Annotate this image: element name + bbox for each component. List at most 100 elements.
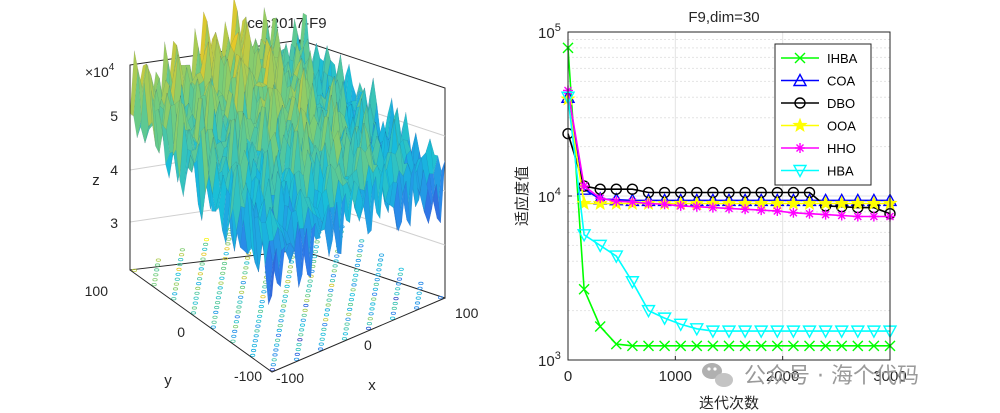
legend-label: HBA bbox=[827, 164, 854, 179]
data-point bbox=[610, 338, 622, 350]
y-tick-label: 0 bbox=[177, 324, 185, 340]
data-point bbox=[754, 325, 769, 339]
data-point bbox=[659, 199, 670, 210]
legend-item: COA bbox=[781, 73, 856, 89]
contour-line bbox=[235, 310, 241, 314]
x-tick-label: 3000 bbox=[873, 368, 906, 385]
y-tick-label: 100 bbox=[85, 283, 109, 299]
contour-line bbox=[153, 273, 159, 277]
contour-line bbox=[203, 242, 209, 246]
legend-marker bbox=[795, 143, 805, 153]
contour-line bbox=[202, 247, 208, 251]
data-point bbox=[627, 196, 638, 207]
data-point bbox=[802, 325, 817, 339]
contour-line bbox=[262, 285, 268, 289]
data-point bbox=[770, 325, 785, 339]
contour-line bbox=[323, 318, 329, 322]
contour-line bbox=[172, 287, 179, 291]
data-point bbox=[721, 325, 737, 339]
contour-line bbox=[332, 264, 338, 268]
contour-line bbox=[233, 320, 239, 324]
data-point bbox=[818, 325, 833, 339]
contour-floor bbox=[131, 196, 444, 372]
contour-line bbox=[342, 332, 348, 336]
contour-line bbox=[245, 256, 251, 260]
contour-line bbox=[279, 314, 285, 318]
data-point bbox=[611, 196, 622, 207]
contour-line bbox=[392, 301, 398, 306]
series-layer bbox=[560, 42, 898, 352]
contour-line bbox=[286, 275, 292, 279]
contour-line bbox=[179, 253, 185, 257]
surface-facet bbox=[315, 217, 325, 241]
legend-marker bbox=[792, 164, 808, 178]
contour-line bbox=[239, 285, 246, 289]
data-point bbox=[723, 340, 735, 352]
data-point bbox=[724, 203, 734, 214]
contour-line bbox=[395, 282, 402, 286]
contour-line bbox=[258, 304, 264, 309]
contour-line bbox=[243, 266, 249, 270]
contour-line bbox=[272, 353, 278, 357]
contour-line bbox=[257, 309, 264, 313]
surface-facet bbox=[183, 149, 192, 197]
contour-line bbox=[359, 239, 365, 243]
contour-line bbox=[261, 290, 267, 294]
surface-axes bbox=[129, 65, 446, 373]
data-point bbox=[578, 283, 590, 295]
x-tick-label: 100 bbox=[455, 305, 479, 321]
contour-line bbox=[288, 260, 294, 264]
contour-line bbox=[282, 294, 288, 298]
contour-line bbox=[374, 277, 380, 282]
data-point bbox=[593, 239, 608, 253]
contour-line bbox=[322, 322, 328, 327]
contour-line bbox=[200, 257, 206, 261]
contour-line bbox=[371, 292, 378, 296]
contour-line bbox=[351, 283, 357, 287]
surface-facet bbox=[144, 64, 153, 127]
contour-line bbox=[377, 263, 383, 267]
contour-line bbox=[394, 292, 400, 296]
data-point bbox=[820, 340, 832, 352]
contour-line bbox=[197, 277, 203, 281]
contour-line bbox=[190, 311, 197, 315]
surface-facet bbox=[229, 164, 238, 223]
contour-line bbox=[280, 309, 286, 313]
contour-line bbox=[252, 339, 258, 343]
contour-line bbox=[285, 279, 291, 284]
wechat-icon bbox=[702, 363, 733, 387]
contour-line bbox=[301, 313, 307, 317]
contour-line bbox=[325, 303, 331, 307]
z-multiplier: ×104 bbox=[85, 62, 115, 80]
surface-facet bbox=[151, 90, 160, 154]
data-point bbox=[868, 340, 880, 352]
contour-line bbox=[198, 267, 204, 271]
contour-line bbox=[416, 291, 422, 295]
legend-marker bbox=[792, 73, 808, 87]
data-point bbox=[576, 229, 592, 243]
x-axis-label: 迭代次数 bbox=[699, 394, 759, 412]
contour-line bbox=[237, 300, 243, 304]
data-point bbox=[675, 200, 686, 211]
contour-line bbox=[178, 257, 184, 262]
contour-line bbox=[311, 255, 318, 259]
data-point bbox=[866, 195, 882, 210]
contour-line bbox=[323, 313, 330, 317]
surface-facet bbox=[343, 177, 352, 193]
contour-line bbox=[437, 295, 444, 300]
contour-line bbox=[151, 282, 157, 287]
contour-line bbox=[398, 267, 404, 271]
data-point bbox=[675, 340, 687, 352]
data-point bbox=[852, 211, 863, 222]
surface-facet bbox=[211, 192, 220, 212]
contour-line bbox=[201, 252, 207, 256]
x-tick-label: 0 bbox=[564, 368, 572, 385]
contour-line bbox=[287, 265, 294, 269]
surface-plot-title: cec2017-F9 bbox=[247, 15, 326, 32]
series-hba bbox=[560, 91, 898, 339]
surface-facet bbox=[354, 186, 363, 222]
contour-line bbox=[418, 281, 424, 285]
data-point bbox=[609, 250, 624, 264]
contour-line bbox=[171, 297, 177, 301]
contour-line bbox=[313, 245, 319, 249]
